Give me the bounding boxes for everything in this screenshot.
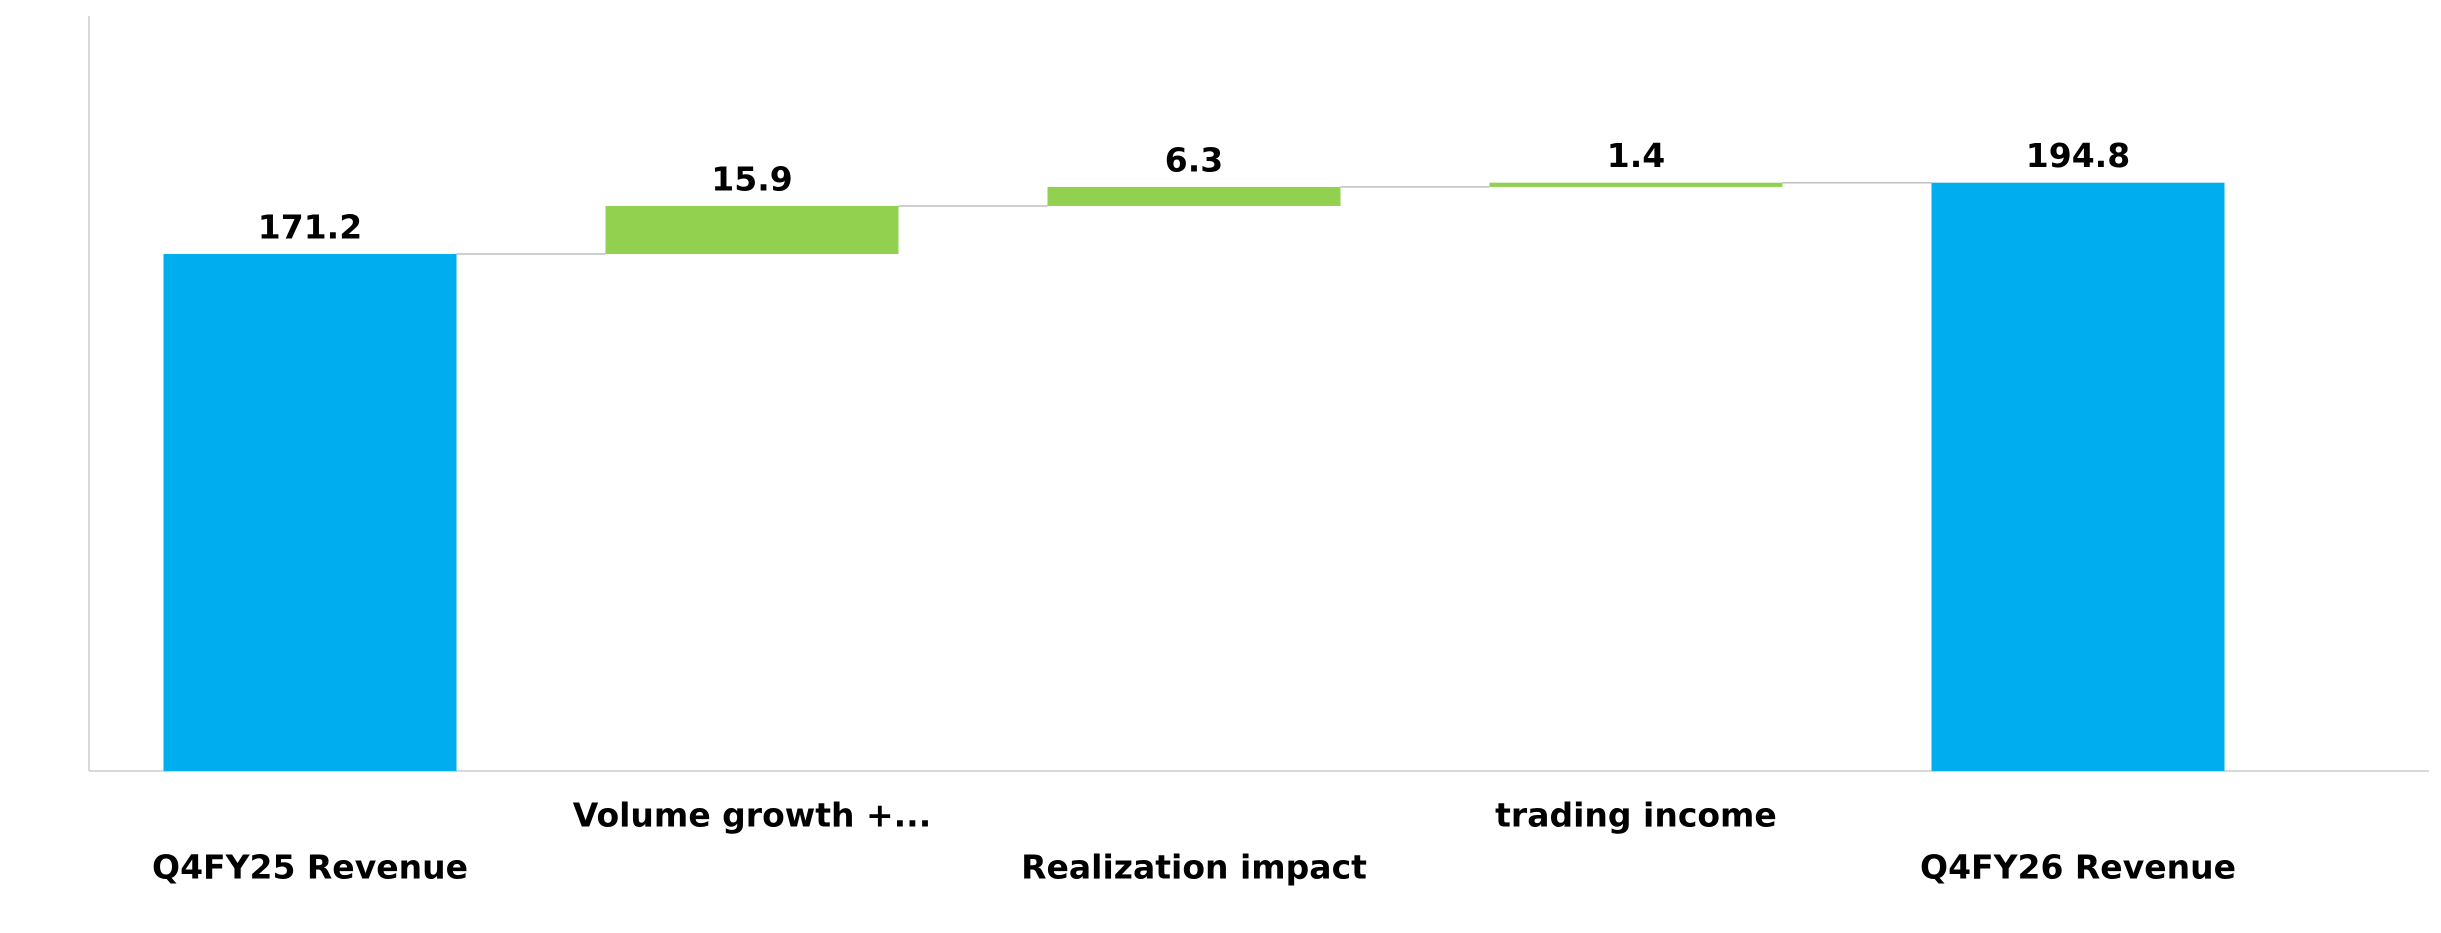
x-tick-label: Q4FY25 Revenue (152, 848, 468, 887)
x-tick-label: Volume growth +... (573, 796, 932, 835)
data-label: 15.9 (711, 159, 792, 198)
data-label: 6.3 (1165, 140, 1223, 179)
x-tick-label: Realization impact (1021, 848, 1367, 887)
bar (605, 205, 899, 254)
bar (1047, 186, 1341, 206)
data-label: 1.4 (1607, 136, 1665, 175)
bar (1489, 182, 1783, 187)
x-tick-label: trading income (1495, 796, 1777, 835)
data-label: 194.8 (2026, 136, 2130, 175)
data-label: 171.2 (258, 207, 362, 246)
bar (1931, 182, 2225, 772)
x-tick-label: Q4FY26 Revenue (1920, 848, 2236, 887)
bar (163, 253, 457, 771)
